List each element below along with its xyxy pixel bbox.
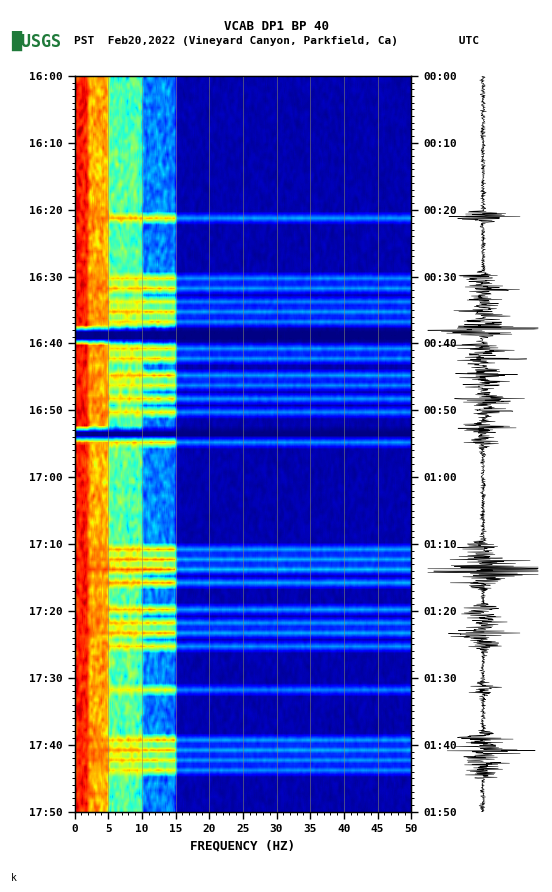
Text: VCAB DP1 BP 40: VCAB DP1 BP 40 bbox=[224, 20, 328, 33]
Text: █USGS: █USGS bbox=[11, 31, 61, 52]
X-axis label: FREQUENCY (HZ): FREQUENCY (HZ) bbox=[190, 839, 295, 852]
Text: PST  Feb20,2022 (Vineyard Canyon, Parkfield, Ca)         UTC: PST Feb20,2022 (Vineyard Canyon, Parkfie… bbox=[73, 36, 479, 45]
Text: k: k bbox=[11, 873, 17, 883]
